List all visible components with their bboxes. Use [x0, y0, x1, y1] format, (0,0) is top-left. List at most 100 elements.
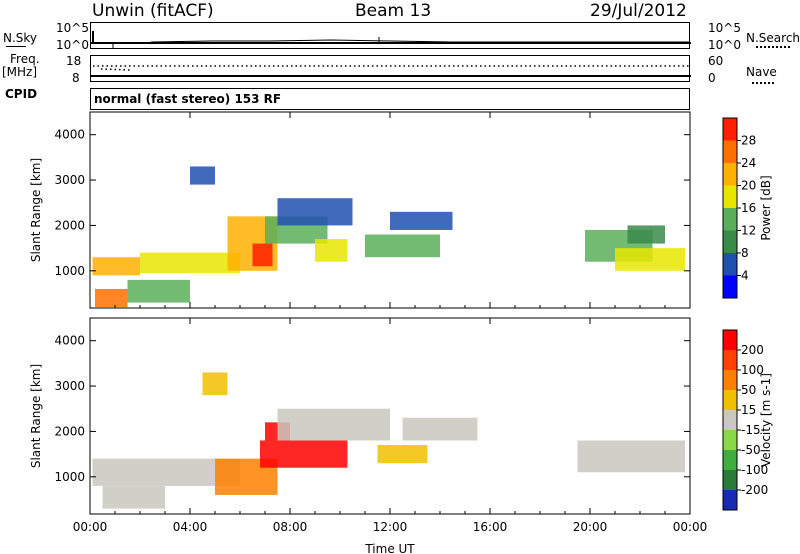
- xtick-label-6: 00:00: [673, 520, 708, 534]
- nsearch-label: N.Search: [746, 31, 800, 45]
- velocity-region-4: [277, 408, 390, 441]
- power-colorbar-seg-5: [723, 230, 737, 253]
- velocity-colorbar-label: Velocity [m s-1]: [759, 373, 773, 467]
- power-region-5: [127, 279, 190, 303]
- velocity-colorbar-seg-7: [723, 470, 737, 490]
- velocity-cb-tick-label-7: -200: [741, 483, 768, 497]
- cpid-text: normal (fast stereo) 153 RF: [94, 92, 282, 106]
- velocity-colorbar-frame: [722, 329, 738, 511]
- velocity-colorbar-seg-0: [723, 330, 737, 350]
- power-cb-tick-label-0: 4: [741, 269, 749, 283]
- velocity-ytick-label-2: 3000: [54, 379, 85, 393]
- xtick-label-2: 08:00: [273, 520, 308, 534]
- nave-label: Nave: [746, 65, 777, 79]
- nsearch-tick-bottom: 10^0: [708, 38, 741, 52]
- nave-tick-top: 60: [708, 54, 724, 68]
- nsearch-tick-top: 10^5: [708, 21, 741, 35]
- velocity-cb-tick-label-3: 15: [741, 403, 756, 417]
- freq-label: Freq.: [10, 52, 40, 66]
- velocity-colorbar-seg-2: [723, 370, 737, 390]
- velocity-ytick-label-1: 2000: [54, 424, 85, 438]
- power-region-8: [315, 239, 348, 262]
- power-plot-bg: [90, 112, 690, 308]
- velocity-region-7: [577, 440, 685, 473]
- power-colorbar-seg-4: [723, 208, 737, 231]
- power-ytick-label-0: 1000: [54, 264, 85, 278]
- power-colorbar-label: Power [dB]: [759, 175, 773, 240]
- nsky-tick-top: 10^5: [56, 21, 89, 35]
- power-region-13: [627, 225, 665, 244]
- nsearch-legend-line: [756, 46, 790, 48]
- velocity-colorbar-seg-1: [723, 350, 737, 370]
- power-region-3: [252, 243, 273, 267]
- freq-panel: [90, 55, 691, 82]
- power-cb-tick-label-2: 12: [741, 224, 756, 238]
- freq-unit: [MHz]: [2, 65, 38, 79]
- power-region-7: [277, 198, 353, 226]
- xtick-label-3: 12:00: [373, 520, 408, 534]
- power-region-1: [140, 252, 240, 274]
- velocity-region-5: [377, 445, 428, 464]
- velocity-ytick-label-0: 1000: [54, 470, 85, 484]
- power-colorbar-seg-3: [723, 185, 737, 208]
- velocity-cb-tick-label-0: 200: [741, 343, 764, 357]
- nsky-label: N.Sky: [3, 31, 38, 45]
- power-region-4: [95, 288, 128, 308]
- power-ytick-label-3: 4000: [54, 128, 85, 142]
- velocity-ytick-label-3: 4000: [54, 334, 85, 348]
- velocity-region-8: [102, 485, 165, 509]
- power-cb-tick-label-1: 8: [741, 246, 749, 260]
- velocity-cb-tick-label-2: 50: [741, 383, 756, 397]
- velocity-colorbar-seg-8: [723, 490, 737, 510]
- nsky-legend-line: [6, 46, 26, 47]
- power-colorbar-seg-2: [723, 163, 737, 186]
- power-cb-tick-label-4: 20: [741, 179, 756, 193]
- xtick-label-1: 04:00: [173, 520, 208, 534]
- power-region-12: [615, 248, 685, 271]
- velocity-colorbar-seg-3: [723, 390, 737, 410]
- power-region-9: [365, 234, 440, 258]
- power-region-14: [190, 166, 215, 185]
- nave-legend-line: [752, 82, 774, 84]
- beam-title: Beam 13: [355, 1, 432, 21]
- power-region-10: [390, 211, 453, 230]
- velocity-cb-tick-label-1: 100: [741, 363, 764, 377]
- xtick-label-5: 20:00: [573, 520, 608, 534]
- nsky-trace: [91, 31, 691, 49]
- xlabel: Time UT: [364, 542, 415, 554]
- nave-tick-bottom: 0: [708, 71, 716, 85]
- power-colorbar-seg-6: [723, 253, 737, 276]
- nsky-tick-bottom: 10^0: [56, 38, 89, 52]
- freq-trace: [91, 65, 691, 77]
- velocity-colorbar-seg-6: [723, 450, 737, 470]
- velocity-region-6: [402, 417, 478, 441]
- velocity-colorbar-seg-5: [723, 430, 737, 450]
- power-cb-tick-label-3: 16: [741, 201, 756, 215]
- nsky-panel: [90, 22, 691, 49]
- velocity-cb-tick-label-6: -100: [741, 463, 768, 477]
- power-cb-tick-label-5: 24: [741, 156, 756, 170]
- velocity-colorbar-seg-4: [723, 410, 737, 430]
- freq-tick-bottom: 8: [72, 71, 80, 85]
- power-region-0: [92, 257, 140, 276]
- velocity-region-2: [260, 440, 348, 468]
- power-ytick-label-2: 3000: [54, 173, 85, 187]
- xtick-label-0: 00:00: [73, 520, 108, 534]
- velocity-region-9: [202, 372, 228, 396]
- power-ytick-label-1: 2000: [54, 218, 85, 232]
- velocity-cb-tick-label-5: -50: [741, 443, 761, 457]
- cpid-label: CPID: [5, 87, 38, 101]
- date-title: 29/Jul/2012: [590, 1, 687, 21]
- cpid-panel: [90, 88, 690, 110]
- power-ylabel: Slant Range [km]: [29, 158, 43, 262]
- power-cb-tick-label-6: 28: [741, 134, 756, 148]
- power-colorbar-seg-0: [723, 118, 737, 141]
- xtick-label-4: 16:00: [473, 520, 508, 534]
- power-colorbar-seg-7: [723, 275, 737, 298]
- station-title: Unwin (fitACF): [92, 1, 214, 21]
- velocity-cb-tick-label-4: -15: [741, 423, 761, 437]
- freq-tick-top: 18: [66, 54, 82, 68]
- velocity-ylabel: Slant Range [km]: [29, 364, 43, 468]
- power-colorbar-seg-1: [723, 140, 737, 163]
